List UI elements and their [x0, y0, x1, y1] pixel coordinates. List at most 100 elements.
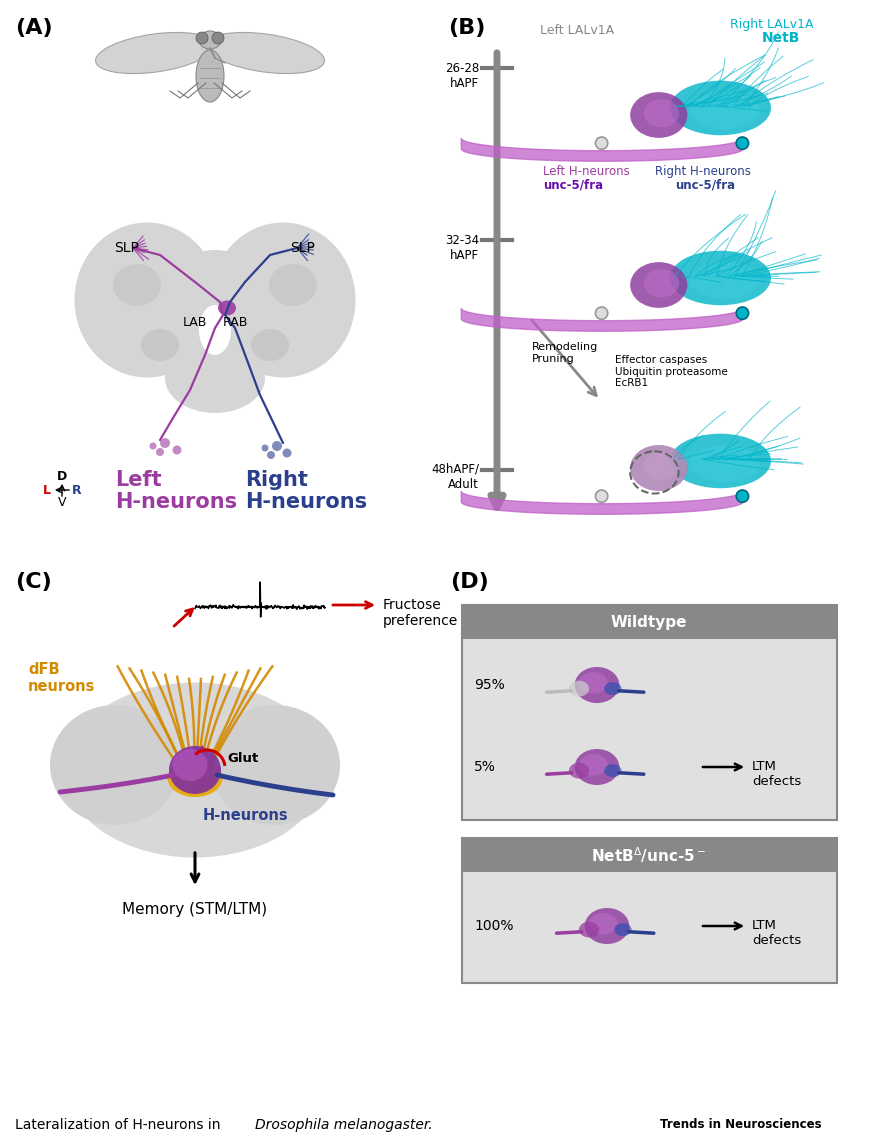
Ellipse shape	[168, 759, 222, 797]
Ellipse shape	[196, 51, 223, 102]
Ellipse shape	[269, 264, 316, 307]
Ellipse shape	[155, 250, 275, 370]
Ellipse shape	[199, 31, 221, 49]
Ellipse shape	[643, 269, 679, 297]
Ellipse shape	[669, 434, 770, 488]
Text: (D): (D)	[449, 572, 488, 592]
Text: Wildtype: Wildtype	[610, 614, 687, 629]
Text: Effector caspases
Ubiquitin proteasome
EcRB1: Effector caspases Ubiquitin proteasome E…	[614, 355, 726, 388]
Text: (C): (C)	[15, 572, 51, 592]
Text: Remodeling
Pruning: Remodeling Pruning	[531, 342, 598, 364]
Ellipse shape	[629, 262, 687, 308]
Text: unc-5/fra: unc-5/fra	[542, 178, 602, 191]
Ellipse shape	[578, 922, 599, 938]
Bar	[461, 838, 836, 872]
Text: NetB$^\Delta$/unc-5$^-$: NetB$^\Delta$/unc-5$^-$	[591, 845, 706, 864]
Circle shape	[212, 32, 223, 44]
Circle shape	[149, 442, 156, 450]
Circle shape	[272, 441, 282, 451]
Text: Right: Right	[245, 470, 308, 490]
Text: 100%: 100%	[474, 920, 513, 933]
Ellipse shape	[629, 445, 687, 491]
Text: RAB: RAB	[222, 316, 248, 328]
Text: SLP: SLP	[115, 241, 139, 255]
Text: (B): (B)	[448, 18, 485, 38]
Text: R: R	[72, 483, 82, 496]
Text: (A): (A)	[15, 18, 52, 38]
Text: 32-34
hAPF: 32-34 hAPF	[444, 234, 479, 262]
Ellipse shape	[643, 452, 679, 480]
Ellipse shape	[588, 913, 617, 934]
Text: Glut: Glut	[227, 752, 258, 765]
Ellipse shape	[584, 908, 628, 944]
Ellipse shape	[614, 923, 631, 936]
Ellipse shape	[65, 683, 325, 858]
Text: NetB: NetB	[761, 31, 799, 45]
Circle shape	[267, 451, 275, 459]
Text: Left LALv1A: Left LALv1A	[540, 24, 614, 37]
Text: LAB: LAB	[182, 316, 207, 328]
Ellipse shape	[251, 329, 289, 360]
Ellipse shape	[669, 250, 770, 305]
Text: Right LALv1A: Right LALv1A	[729, 18, 813, 31]
Circle shape	[282, 449, 291, 458]
Text: unc-5/fra: unc-5/fra	[674, 178, 734, 191]
Ellipse shape	[205, 32, 324, 73]
Text: 26-28
hAPF: 26-28 hAPF	[444, 62, 479, 90]
Text: 95%: 95%	[474, 678, 504, 692]
Ellipse shape	[594, 490, 607, 503]
Text: SLP: SLP	[290, 241, 315, 255]
Text: H-neurons: H-neurons	[202, 808, 289, 823]
Text: Trends in Neurosciences: Trends in Neurosciences	[660, 1118, 820, 1132]
Ellipse shape	[199, 305, 231, 355]
Ellipse shape	[689, 262, 760, 300]
Circle shape	[262, 444, 269, 451]
Bar	[461, 838, 836, 983]
Text: Memory (STM/LTM): Memory (STM/LTM)	[123, 902, 268, 917]
Bar	[461, 605, 836, 639]
Text: Left H-neurons: Left H-neurons	[542, 165, 629, 178]
Text: LTM
defects: LTM defects	[751, 920, 800, 947]
Ellipse shape	[141, 329, 179, 360]
Text: Left: Left	[115, 470, 162, 490]
Text: H-neurons: H-neurons	[115, 492, 237, 512]
Text: dFB
neurons: dFB neurons	[28, 662, 96, 695]
Circle shape	[160, 439, 169, 448]
Ellipse shape	[689, 92, 760, 129]
Ellipse shape	[735, 490, 747, 503]
Ellipse shape	[218, 301, 235, 316]
Circle shape	[156, 448, 164, 456]
Ellipse shape	[579, 672, 607, 693]
Text: Right H-neurons: Right H-neurons	[654, 165, 750, 178]
Text: LTM
defects: LTM defects	[751, 760, 800, 788]
Text: 48hAPF/
Adult: 48hAPF/ Adult	[430, 463, 479, 491]
Ellipse shape	[579, 754, 607, 776]
Text: Lateralization of H-neurons in: Lateralization of H-neurons in	[15, 1118, 224, 1132]
Text: Drosophila melanogaster.: Drosophila melanogaster.	[255, 1118, 432, 1132]
Ellipse shape	[643, 99, 679, 127]
Ellipse shape	[735, 307, 747, 319]
Text: V: V	[57, 496, 66, 510]
Ellipse shape	[210, 223, 355, 378]
Text: L: L	[43, 483, 51, 496]
Ellipse shape	[209, 705, 340, 825]
Ellipse shape	[735, 137, 747, 149]
Circle shape	[196, 32, 208, 44]
Ellipse shape	[594, 307, 607, 319]
Ellipse shape	[629, 92, 687, 138]
Ellipse shape	[689, 445, 760, 482]
Ellipse shape	[603, 682, 620, 695]
Ellipse shape	[568, 762, 588, 778]
Ellipse shape	[169, 746, 221, 794]
Bar	[461, 605, 836, 820]
Circle shape	[172, 445, 182, 455]
Ellipse shape	[574, 667, 619, 703]
Text: D: D	[56, 471, 67, 483]
Ellipse shape	[603, 765, 620, 777]
Ellipse shape	[50, 705, 180, 825]
Ellipse shape	[165, 343, 265, 413]
Text: Fructose
preference: Fructose preference	[382, 598, 458, 628]
Ellipse shape	[594, 137, 607, 149]
Ellipse shape	[568, 681, 588, 697]
Ellipse shape	[172, 748, 208, 781]
